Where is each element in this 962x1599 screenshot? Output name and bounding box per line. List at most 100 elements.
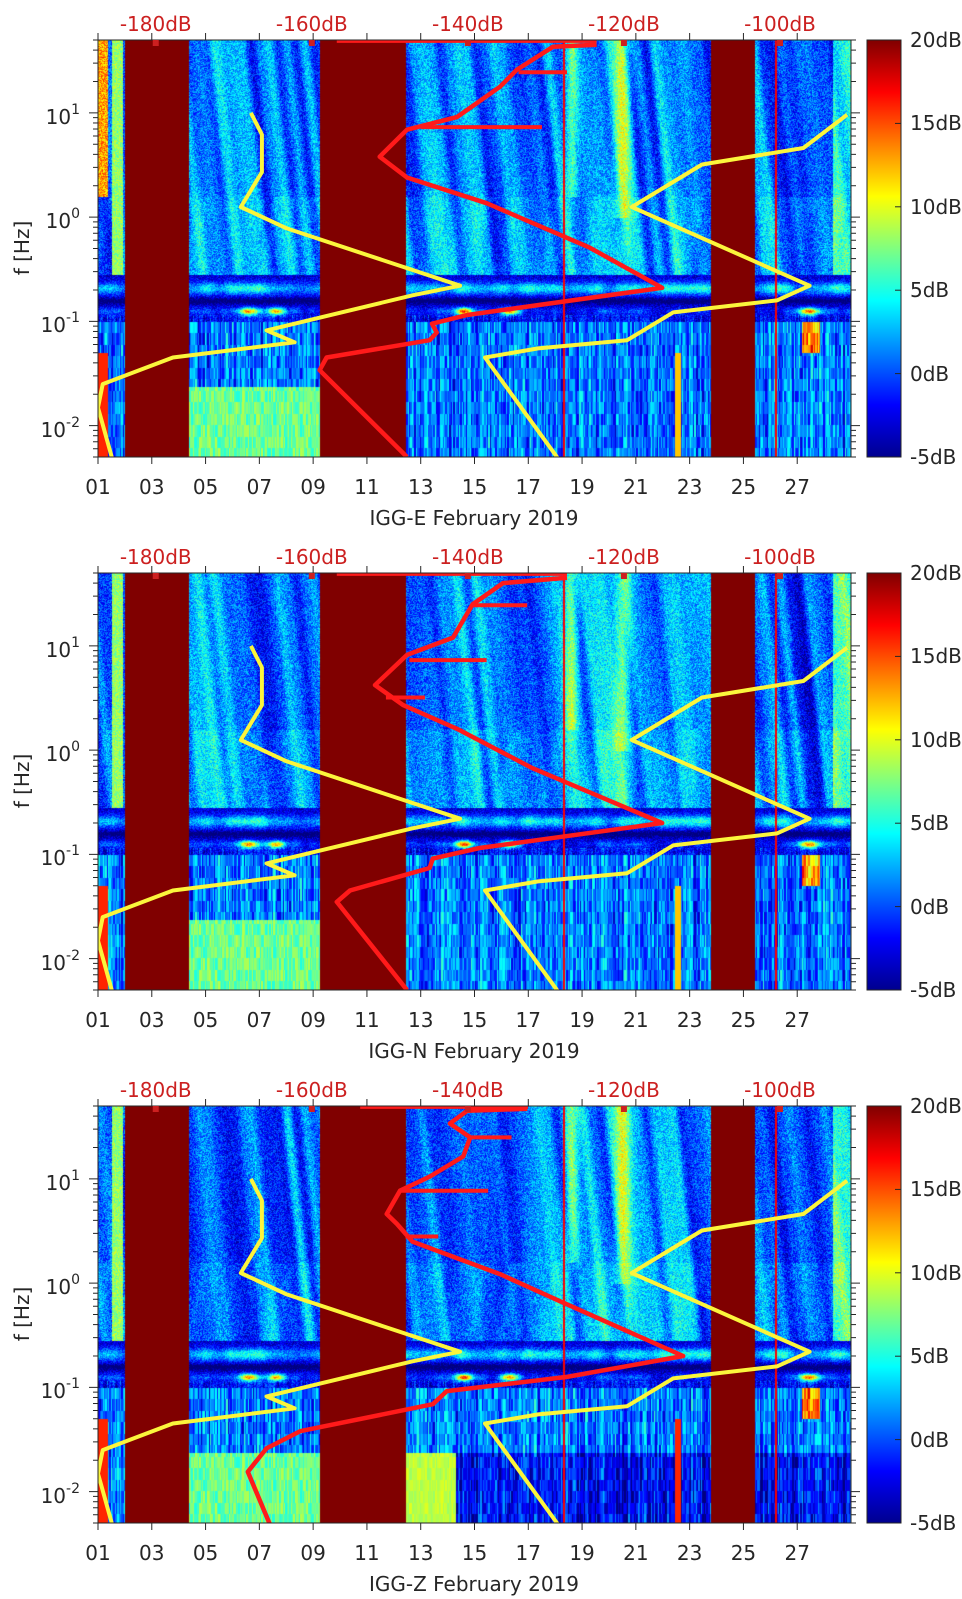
db-axis-label: -120dB [588,12,660,36]
colorbar-frame [866,39,902,458]
y-tick-label: 100 [0,207,80,234]
db-tick-marker [776,573,783,579]
db-axis-label: -140dB [431,545,504,569]
x-tick-label: 09 [300,1541,326,1565]
db-tick-marker [620,40,627,46]
y-tick-label: 10-2 [0,949,80,975]
x-tick-label: 23 [676,1008,703,1032]
db-axis-label: -180dB [119,545,192,569]
colorbar-tick-label: -5dB [910,1511,957,1535]
y-tick-label: 10-2 [0,1482,80,1508]
x-tick-label: 01 [85,475,111,499]
x-axis-label: IGG-N February 2019 [368,1039,580,1063]
x-tick-label: 17 [515,1008,542,1032]
y-tick-exponent: 0 [71,206,80,223]
y-tick-exponent: 1 [71,634,80,651]
db-tick-marker [464,1106,471,1112]
colorbar-frame [866,572,902,991]
x-tick-label: 03 [139,1541,165,1565]
x-tick-label: 25 [730,1008,757,1032]
x-tick-label: 03 [139,475,165,499]
y-tick-exponent: -1 [66,310,80,327]
y-axis-label: f [Hz] [10,1286,34,1342]
db-tick-marker [308,573,315,579]
y-tick-base: 10 [40,417,67,442]
x-tick-label: 09 [300,1008,326,1032]
y-tick-exponent: 0 [71,1272,80,1289]
station-psd-curve [317,42,665,457]
x-tick-label: 19 [569,1541,595,1565]
db-axis-label: -120dB [588,1078,660,1102]
db-tick-marker [776,40,783,46]
x-tick-label: 05 [192,1541,219,1565]
colorbar [867,1106,901,1523]
y-tick-base: 10 [40,1483,67,1508]
x-tick-label: 09 [300,475,326,499]
y-tick-base: 10 [45,1275,72,1300]
db-axis-label: -100dB [744,12,816,36]
colorbar-tick-label: 20dB [910,561,962,585]
x-tick-label: 15 [461,1008,488,1032]
db-axis-label: -180dB [119,1078,192,1102]
db-axis-label: -180dB [119,12,192,36]
y-tick-base: 10 [40,1379,67,1404]
spectrogram-panel: 01 03 05 07 09 11 13 15 17 19 21 23 25 27 101 100 10-1 10… [0,1066,962,1599]
x-tick-label: 27 [784,1008,810,1032]
low-noise-model-curve [98,644,463,990]
colorbar-tick-label: 10dB [910,1260,962,1285]
x-tick-label: 21 [623,1541,649,1565]
db-tick-marker [308,40,315,46]
colorbar-tick-label: 15dB [910,111,962,136]
y-tick-base: 10 [45,104,72,129]
y-tick-base: 10 [45,742,72,767]
db-tick-marker [464,40,471,46]
colorbar-tick-label: 15dB [910,644,962,669]
axes-overlay [89,566,902,997]
x-tick-label: 03 [139,1008,165,1032]
y-tick-exponent: -2 [66,947,80,964]
x-tick-label: 01 [85,1541,111,1565]
db-axis-label: -140dB [431,12,504,36]
plot-frame [97,1105,852,1524]
colorbar-frame [866,1105,902,1524]
db-axis-label: -160dB [275,545,348,569]
x-tick-label: 05 [192,475,219,499]
y-tick-label: 10-1 [0,1377,80,1404]
x-tick-label: 13 [407,475,434,499]
colorbar-tick-label: 10dB [910,727,962,752]
low-noise-model-curve [98,1177,463,1523]
y-tick-exponent: 0 [71,739,80,756]
y-tick-label: 101 [0,636,80,661]
axes-overlay [89,33,902,464]
x-tick-label: 19 [569,475,595,499]
x-tick-label: 11 [354,1008,380,1032]
x-tick-label: 11 [354,1541,380,1565]
db-axis-label: -160dB [275,1078,348,1102]
spectrogram-panel: 01 03 05 07 09 11 13 15 17 19 21 23 25 27 101 100 10-1 10… [0,533,962,1066]
y-tick-exponent: -1 [66,843,80,860]
colorbar-tick-label: 0dB [910,894,950,919]
y-tick-base: 10 [40,313,67,338]
x-tick-label: 15 [461,1541,488,1565]
db-axis-label: -100dB [744,545,816,569]
colorbar-tick-label: -5dB [910,445,957,469]
x-axis-label: IGG-E February 2019 [369,506,579,530]
x-tick-label: 21 [623,1008,649,1032]
y-tick-label: 10-1 [0,844,80,869]
y-tick-label: 101 [0,1169,80,1194]
y-axis-label: f [Hz] [10,753,34,809]
colorbar [867,40,901,457]
y-tick-base: 10 [40,950,67,975]
db-tick-marker [464,573,471,579]
db-axis-label: -120dB [588,545,660,569]
db-tick-marker [308,1106,315,1112]
y-tick-label: 101 [0,103,80,129]
spectrogram-panel: 01 03 05 07 09 11 13 15 17 19 21 23 25 27 101 100 10-1 10… [0,0,962,533]
y-tick-base: 10 [45,209,72,234]
colorbar-tick-label: -5dB [910,978,957,1002]
db-tick-marker [776,1106,783,1112]
x-tick-label: 07 [246,1541,273,1565]
x-tick-label: 01 [85,1008,111,1032]
x-tick-label: 23 [676,1541,703,1565]
x-axis-label: IGG-Z February 2019 [368,1572,580,1596]
